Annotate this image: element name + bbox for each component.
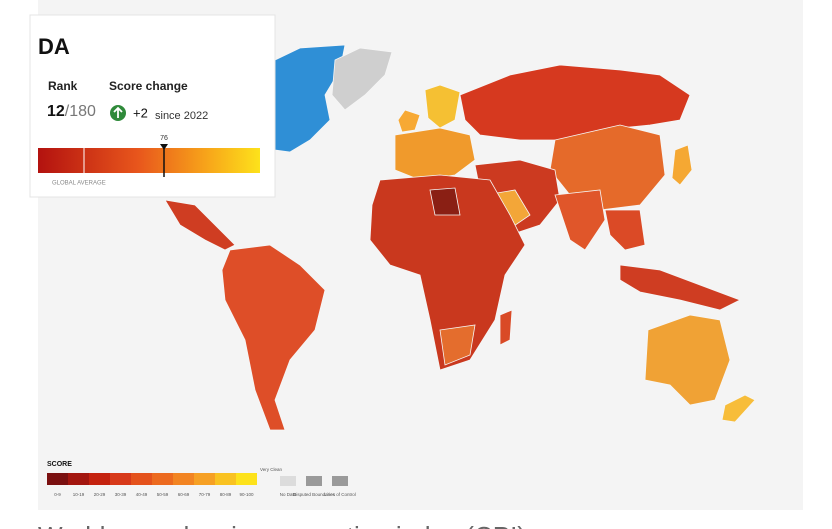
indonesia xyxy=(619,264,741,311)
legend-swatch xyxy=(194,473,215,485)
country-card: DA Rank 12/180 Score change +2 since 202… xyxy=(29,14,276,198)
legend-extra-swatch xyxy=(280,476,296,486)
uk xyxy=(397,109,421,133)
legend-range: 50-59 xyxy=(157,492,169,497)
legend-extra-label: Lines of Control xyxy=(324,492,356,497)
legend: SCORE 0-9 10-19 20-29 30-39 40-49 50-59 60-69 7… xyxy=(47,461,356,497)
average-label: GLOBAL AVERAGE xyxy=(52,181,106,187)
rank-value: 12/180 xyxy=(47,103,96,120)
legend-range: 60-69 xyxy=(178,492,190,497)
legend-swatch xyxy=(47,473,68,485)
change-value: +2 xyxy=(133,105,148,120)
change-label: Score change xyxy=(109,79,188,93)
legend-range: 70-79 xyxy=(199,492,211,497)
libya xyxy=(429,187,461,216)
legend-title: SCORE xyxy=(47,461,72,468)
rank-total: /180 xyxy=(65,103,96,120)
legend-range: 10-19 xyxy=(73,492,85,497)
greenland xyxy=(331,47,393,111)
new-zealand xyxy=(721,394,756,423)
europe xyxy=(394,127,476,181)
africa xyxy=(369,174,526,371)
central-america xyxy=(164,199,236,251)
marker-label: 76 xyxy=(160,135,168,142)
legend-range: 20-29 xyxy=(94,492,106,497)
legend-swatch xyxy=(152,473,173,485)
legend-swatch xyxy=(215,473,236,485)
legend-range: 30-39 xyxy=(115,492,127,497)
canada xyxy=(274,44,346,153)
legend-range: 0-9 xyxy=(54,492,61,497)
legend-swatch xyxy=(236,473,257,485)
score-bar xyxy=(38,148,260,173)
legend-swatch xyxy=(68,473,89,485)
legend-range: 90-100 xyxy=(239,492,254,497)
legend-extra-swatch xyxy=(332,476,348,486)
southeast-asia xyxy=(604,209,646,251)
scandinavia xyxy=(424,84,461,129)
rank-label: Rank xyxy=(48,79,78,93)
legend-extra-label: Disputed Boundaries xyxy=(293,492,336,497)
south-america xyxy=(221,244,326,431)
caption: World map showing corruption index (CPI) xyxy=(38,521,526,529)
russia xyxy=(459,64,691,141)
change-since: since 2022 xyxy=(155,110,208,122)
legend-swatch xyxy=(173,473,194,485)
clean-label: Very Clean xyxy=(260,467,283,472)
legend-range: 40-49 xyxy=(136,492,148,497)
marker-head xyxy=(160,144,168,150)
legend-swatch xyxy=(110,473,131,485)
legend-swatch xyxy=(89,473,110,485)
country-name: DA xyxy=(38,34,70,59)
up-arrow xyxy=(113,106,123,118)
madagascar xyxy=(499,309,513,346)
japan xyxy=(671,144,693,186)
world-map xyxy=(164,44,756,431)
legend-swatch xyxy=(131,473,152,485)
legend-extra-label: No Data xyxy=(280,492,297,497)
legend-range: 80-89 xyxy=(220,492,232,497)
rank: 12 xyxy=(47,103,65,120)
south-africa xyxy=(439,324,476,366)
legend-extra-swatch xyxy=(306,476,322,486)
australia xyxy=(644,314,731,406)
india xyxy=(554,189,606,251)
